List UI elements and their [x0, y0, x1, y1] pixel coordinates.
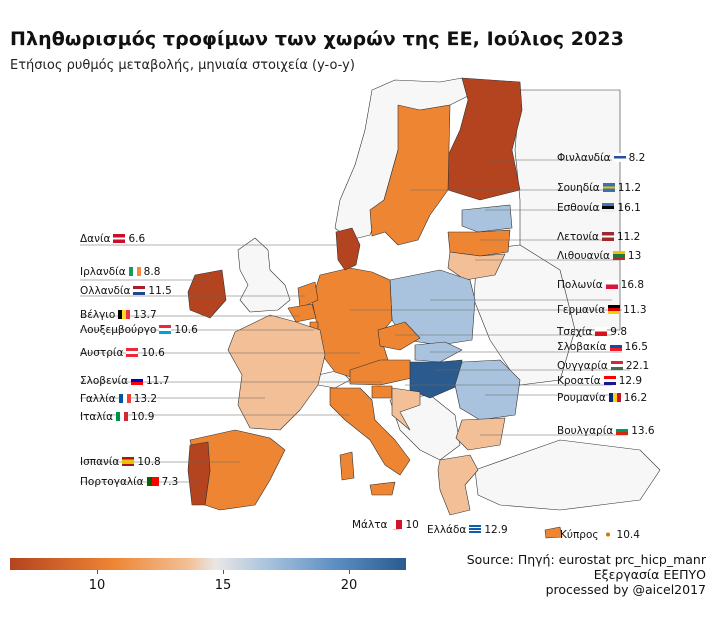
legend-tickmark-10: [97, 570, 98, 574]
sweden-shape: [369, 104, 451, 246]
france-shape: [227, 314, 326, 431]
turkey-shape: [474, 439, 661, 511]
belarus-ukraine-shape: [473, 244, 576, 386]
italy-shape: [329, 387, 411, 476]
cyprus-flag-icon: [601, 530, 614, 539]
source-note: Source: Πηγή: eurostat prc_hicp_manr Εξε…: [467, 552, 706, 597]
country-label-spain: Ισπανία 10.8: [80, 456, 161, 468]
country-label-portugal: Πορτογαλία 7.3: [80, 476, 179, 488]
portugal-flag-icon: [146, 477, 159, 486]
country-label-denmark: Δανία 6.6: [80, 233, 146, 245]
country-label-estonia: Εσθονία 16.1: [557, 202, 641, 214]
country-label-malta: Μάλτα 10: [352, 519, 419, 531]
sicily-shape: [369, 481, 396, 496]
legend-tick-10: 10: [88, 578, 106, 593]
bulgaria-shape: [455, 417, 506, 451]
netherlands-flag-icon: [133, 286, 146, 295]
country-label-romania: Ρουμανία 16.2: [557, 392, 648, 404]
greece-shape: [437, 454, 479, 516]
latvia-flag-icon: [601, 232, 614, 241]
romania-shape: [454, 359, 521, 421]
legend-tickmark-20: [349, 570, 350, 574]
croatia-flag-icon: [603, 376, 616, 385]
country-label-ireland: Ιρλανδία 8.8: [80, 266, 161, 278]
estonia-flag-icon: [602, 203, 615, 212]
denmark-flag-icon: [113, 234, 126, 243]
country-label-cyprus: Κύπρος 10.4: [560, 529, 640, 541]
hungary-flag-icon: [610, 361, 623, 370]
slovakia-flag-icon: [609, 342, 622, 351]
lithuania-flag-icon: [612, 251, 625, 260]
country-label-belgium: Βέλγιο 13.7: [80, 309, 157, 321]
country-label-croatia: Κροατία 12.9: [557, 375, 643, 387]
map-title: Πληθωρισμός τροφίμων των χωρών της ΕΕ, Ι…: [10, 28, 625, 50]
country-label-czechia: Τσεχία 9.8: [557, 326, 627, 338]
france-flag-icon: [118, 394, 131, 403]
denmark-shape: [335, 227, 361, 271]
luxembourg-flag-icon: [159, 325, 172, 334]
poland-flag-icon: [605, 280, 618, 289]
map-subtitle: Ετήσιος ρυθμός μεταβολής, μηνιαία στοιχε…: [10, 58, 355, 73]
source-line-2: Εξεργασία ΕΕΠΥΟ: [593, 567, 706, 582]
slovenia-shape: [371, 385, 393, 399]
country-label-sweden: Σουηδία 11.2: [557, 182, 642, 194]
estonia-shape: [461, 204, 513, 233]
belgium-shape: [287, 303, 317, 323]
legend-tickmark-15: [223, 570, 224, 574]
cyprus-shape: [544, 526, 563, 539]
ireland-flag-icon: [128, 267, 141, 276]
source-line-1: Source: Πηγή: eurostat prc_hicp_manr: [466, 552, 706, 567]
balkans-shape: [389, 394, 461, 461]
malta-flag-icon: [390, 520, 403, 529]
germany-flag-icon: [608, 305, 621, 314]
country-label-luxembourg: Λουξεμβούργο 10.6: [80, 324, 198, 336]
finland-flag-icon: [613, 153, 626, 162]
country-label-bulgaria: Βουλγαρία 13.6: [557, 425, 655, 437]
legend-tick-20: 20: [340, 578, 358, 593]
country-label-latvia: Λετονία 11.2: [557, 231, 641, 243]
czechia-flag-icon: [595, 327, 608, 336]
bulgaria-flag-icon: [616, 426, 629, 435]
belgium-flag-icon: [118, 310, 131, 319]
italy-flag-icon: [116, 412, 129, 421]
sweden-flag-icon: [602, 183, 615, 192]
country-label-germany: Γερμανία 11.3: [557, 304, 647, 316]
color-scale-legend: [10, 558, 406, 570]
country-label-slovenia: Σλοβενία 11.7: [80, 375, 170, 387]
czechia-shape: [377, 321, 421, 351]
romania-flag-icon: [608, 393, 621, 402]
source-line-3: processed by @aicel2017: [545, 582, 706, 597]
ireland-shape: [187, 269, 227, 319]
uk-shape: [237, 237, 291, 313]
greece-flag-icon: [469, 525, 482, 534]
latvia-shape: [447, 229, 511, 257]
austria-flag-icon: [126, 348, 139, 357]
country-label-finland: Φινλανδία 8.2: [557, 152, 646, 164]
country-label-netherlands: Ολλανδία 11.5: [80, 285, 172, 297]
country-label-hungary: Ουγγαρία 22.1: [557, 360, 650, 372]
portugal-shape: [187, 441, 211, 506]
country-label-austria: Αυστρία 10.6: [80, 347, 165, 359]
spain-flag-icon: [122, 457, 135, 466]
country-label-lithuania: Λιθουανία 13: [557, 250, 642, 262]
finland-shape: [445, 77, 523, 201]
legend-tick-15: 15: [214, 578, 232, 593]
lithuania-shape: [447, 251, 506, 281]
netherlands-shape: [297, 281, 319, 309]
croatia-shape: [391, 387, 421, 431]
country-label-poland: Πολωνία 16.8: [557, 279, 645, 291]
country-label-greece: Ελλάδα 12.9: [427, 524, 508, 536]
sardinia-shape: [339, 451, 355, 481]
slovenia-flag-icon: [131, 376, 143, 385]
country-label-slovakia: Σλοβακία 16.5: [557, 341, 648, 353]
country-label-italy: Ιταλία 10.9: [80, 411, 155, 423]
country-label-france: Γαλλία 13.2: [80, 393, 158, 405]
